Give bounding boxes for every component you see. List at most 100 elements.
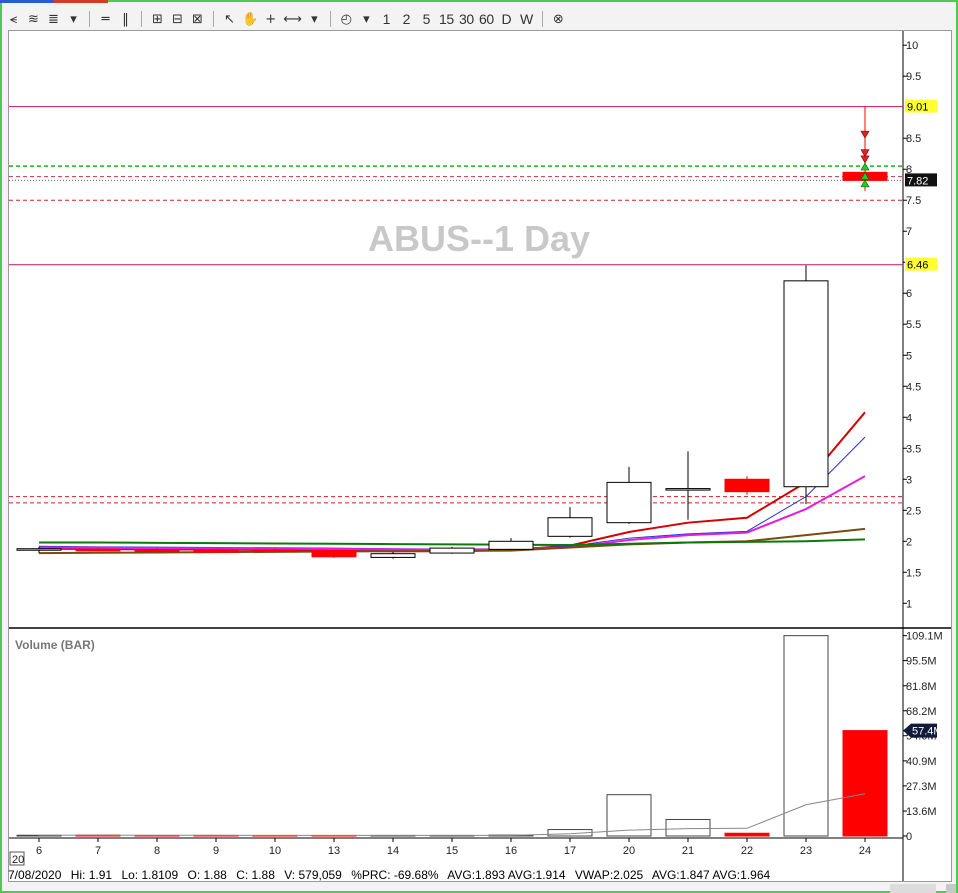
last-volume-badge: [903, 723, 937, 738]
interval-button-d[interactable]: D: [501, 11, 512, 27]
volume-tick-label: 95.5M: [906, 656, 937, 668]
close-chart-icon[interactable]: ⊗: [552, 11, 564, 27]
price-tick-label: 6: [906, 288, 912, 300]
status-avg-4: AVG:1.964: [712, 868, 771, 882]
price-level-label-bg: [905, 257, 937, 271]
interval-button-15[interactable]: 15: [439, 11, 454, 27]
price-level-label-bg: [905, 99, 937, 113]
time-tick-label: 14: [387, 845, 399, 857]
horizontal-scrollbar[interactable]: [890, 884, 936, 893]
status-date: 7/08/2020: [8, 868, 62, 882]
price-tick-label: 9.5: [906, 71, 921, 83]
clock-icon[interactable]: ◴: [340, 11, 352, 27]
price-level-label: 6.46: [907, 260, 928, 272]
zoom-fit-icon[interactable]: ⊠: [192, 11, 203, 27]
price-tick-label: 5.5: [906, 319, 921, 331]
time-tick-label: 24: [859, 845, 871, 857]
moving-average-line: [39, 538, 866, 547]
interval-button-w[interactable]: W: [519, 11, 533, 27]
candle-body: [311, 550, 357, 558]
time-tick-label: 21: [682, 845, 694, 857]
status-bar: 7/08/2020 Hi: 1.91 Lo: 1.8109 O: 1.88 C:…: [8, 868, 888, 884]
last-volume-label: 57.4M: [912, 726, 943, 738]
price-tick-label: 7: [906, 226, 912, 238]
status-vwap: VWAP:2.025: [574, 868, 644, 882]
toolbar-separator: [329, 11, 331, 27]
interval-button-5[interactable]: 5: [422, 11, 431, 27]
price-level-label: 9.01: [907, 102, 928, 114]
candle-body: [724, 478, 770, 493]
measure-icon[interactable]: ⟷: [283, 11, 302, 27]
candle-body: [665, 488, 711, 491]
status-avg-1: AVG:1.893: [447, 868, 506, 882]
chart-area[interactable]: ABUS--1 Day11.522.533.544.555.566.577.58…: [8, 30, 952, 882]
dropdown-icon[interactable]: ▾: [311, 11, 318, 27]
price-tick-label: 8.5: [906, 133, 921, 145]
price-tick-label: 4: [906, 412, 912, 424]
volume-panel-label: Volume (BAR): [15, 638, 95, 652]
month-label: 20: [12, 854, 24, 866]
volume-tick-label: 0: [906, 831, 912, 843]
horizontal-line-icon[interactable]: ═: [101, 11, 110, 27]
pointer-icon[interactable]: ↖: [224, 11, 235, 27]
time-tick-label: 16: [505, 845, 517, 857]
volume-tick-label: 81.8M: [906, 681, 937, 693]
chart-style-icon[interactable]: ⪪: [9, 11, 18, 27]
hand-icon[interactable]: ✋: [242, 11, 259, 27]
time-tick-label: 13: [328, 845, 340, 857]
zoom-in-icon[interactable]: ⊞: [152, 11, 163, 27]
dropdown-icon[interactable]: ▾: [363, 11, 370, 27]
time-tick-label: 23: [800, 845, 812, 857]
vertical-line-icon[interactable]: ‖: [122, 11, 129, 27]
candle-body: [252, 549, 298, 552]
buy-marker: [860, 179, 870, 188]
time-tick-label: 15: [446, 845, 458, 857]
zoom-out-icon[interactable]: ⊟: [172, 11, 183, 27]
candle-body: [370, 553, 416, 558]
time-tick-label: 20: [623, 845, 635, 857]
interval-button-30[interactable]: 30: [459, 11, 474, 27]
volume-bar: [665, 818, 711, 837]
volume-bar: [783, 635, 829, 837]
volume-tick-label: 27.3M: [906, 781, 937, 793]
interval-button-2[interactable]: 2: [402, 11, 411, 27]
status-close: C: 1.88: [236, 868, 275, 882]
volume-tick-label: 68.2M: [906, 706, 937, 718]
candle-body: [75, 548, 121, 552]
dropdown-icon[interactable]: ▾: [70, 11, 77, 27]
status-avg-2: AVG:1.914: [507, 868, 566, 882]
interval-button-1[interactable]: 1: [382, 11, 391, 27]
price-tick-label: 3: [906, 474, 912, 486]
line-style-icon[interactable]: ≋: [28, 11, 39, 27]
time-tick-label: 7: [95, 845, 101, 857]
time-tick-label: 10: [269, 845, 281, 857]
price-tick-label: 1.5: [906, 567, 921, 579]
sell-marker: [860, 155, 870, 164]
price-tick-label: 3.5: [906, 443, 921, 455]
window-accent-bar: [0, 0, 108, 3]
candle-body: [606, 481, 652, 524]
status-low: Lo: 1.8109: [121, 868, 179, 882]
interval-button-60[interactable]: 60: [479, 11, 494, 27]
status-avg-3: AVG:1.847: [651, 868, 710, 882]
candle-body: [783, 280, 829, 488]
chart-toolbar: ⪪ ≋ ≣ ▾ ═ ‖ ⊞ ⊟ ⊠ ↖ ✋ + ⟷ ▾ ◴ ▾ 1 2 5 15 30 60 D W ⊗: [4, 8, 948, 30]
volume-tick-label: 109.1M: [906, 631, 943, 643]
price-tick-label: 7.5: [906, 195, 921, 207]
time-tick-label: 17: [564, 845, 576, 857]
buy-marker: [860, 162, 870, 171]
price-level-label-bg: [905, 173, 937, 187]
price-tick-label: 1: [906, 598, 912, 610]
indicators-icon[interactable]: ≣: [48, 11, 59, 27]
candle-body: [429, 547, 475, 554]
time-tick-label: 8: [154, 845, 160, 857]
crosshair-icon[interactable]: +: [265, 11, 277, 27]
month-label-box: [9, 851, 25, 866]
status-high: Hi: 1.91: [70, 868, 113, 882]
price-level-label: 7.82: [907, 175, 928, 187]
chart-canvas[interactable]: ABUS--1 Day11.522.533.544.555.566.577.58…: [9, 31, 951, 881]
status-percent-change: %PRC: -69.68%: [351, 868, 439, 882]
price-tick-label: 2.5: [906, 505, 921, 517]
status-volume: V: 579,059: [284, 868, 342, 882]
toolbar-separator: [141, 11, 142, 27]
